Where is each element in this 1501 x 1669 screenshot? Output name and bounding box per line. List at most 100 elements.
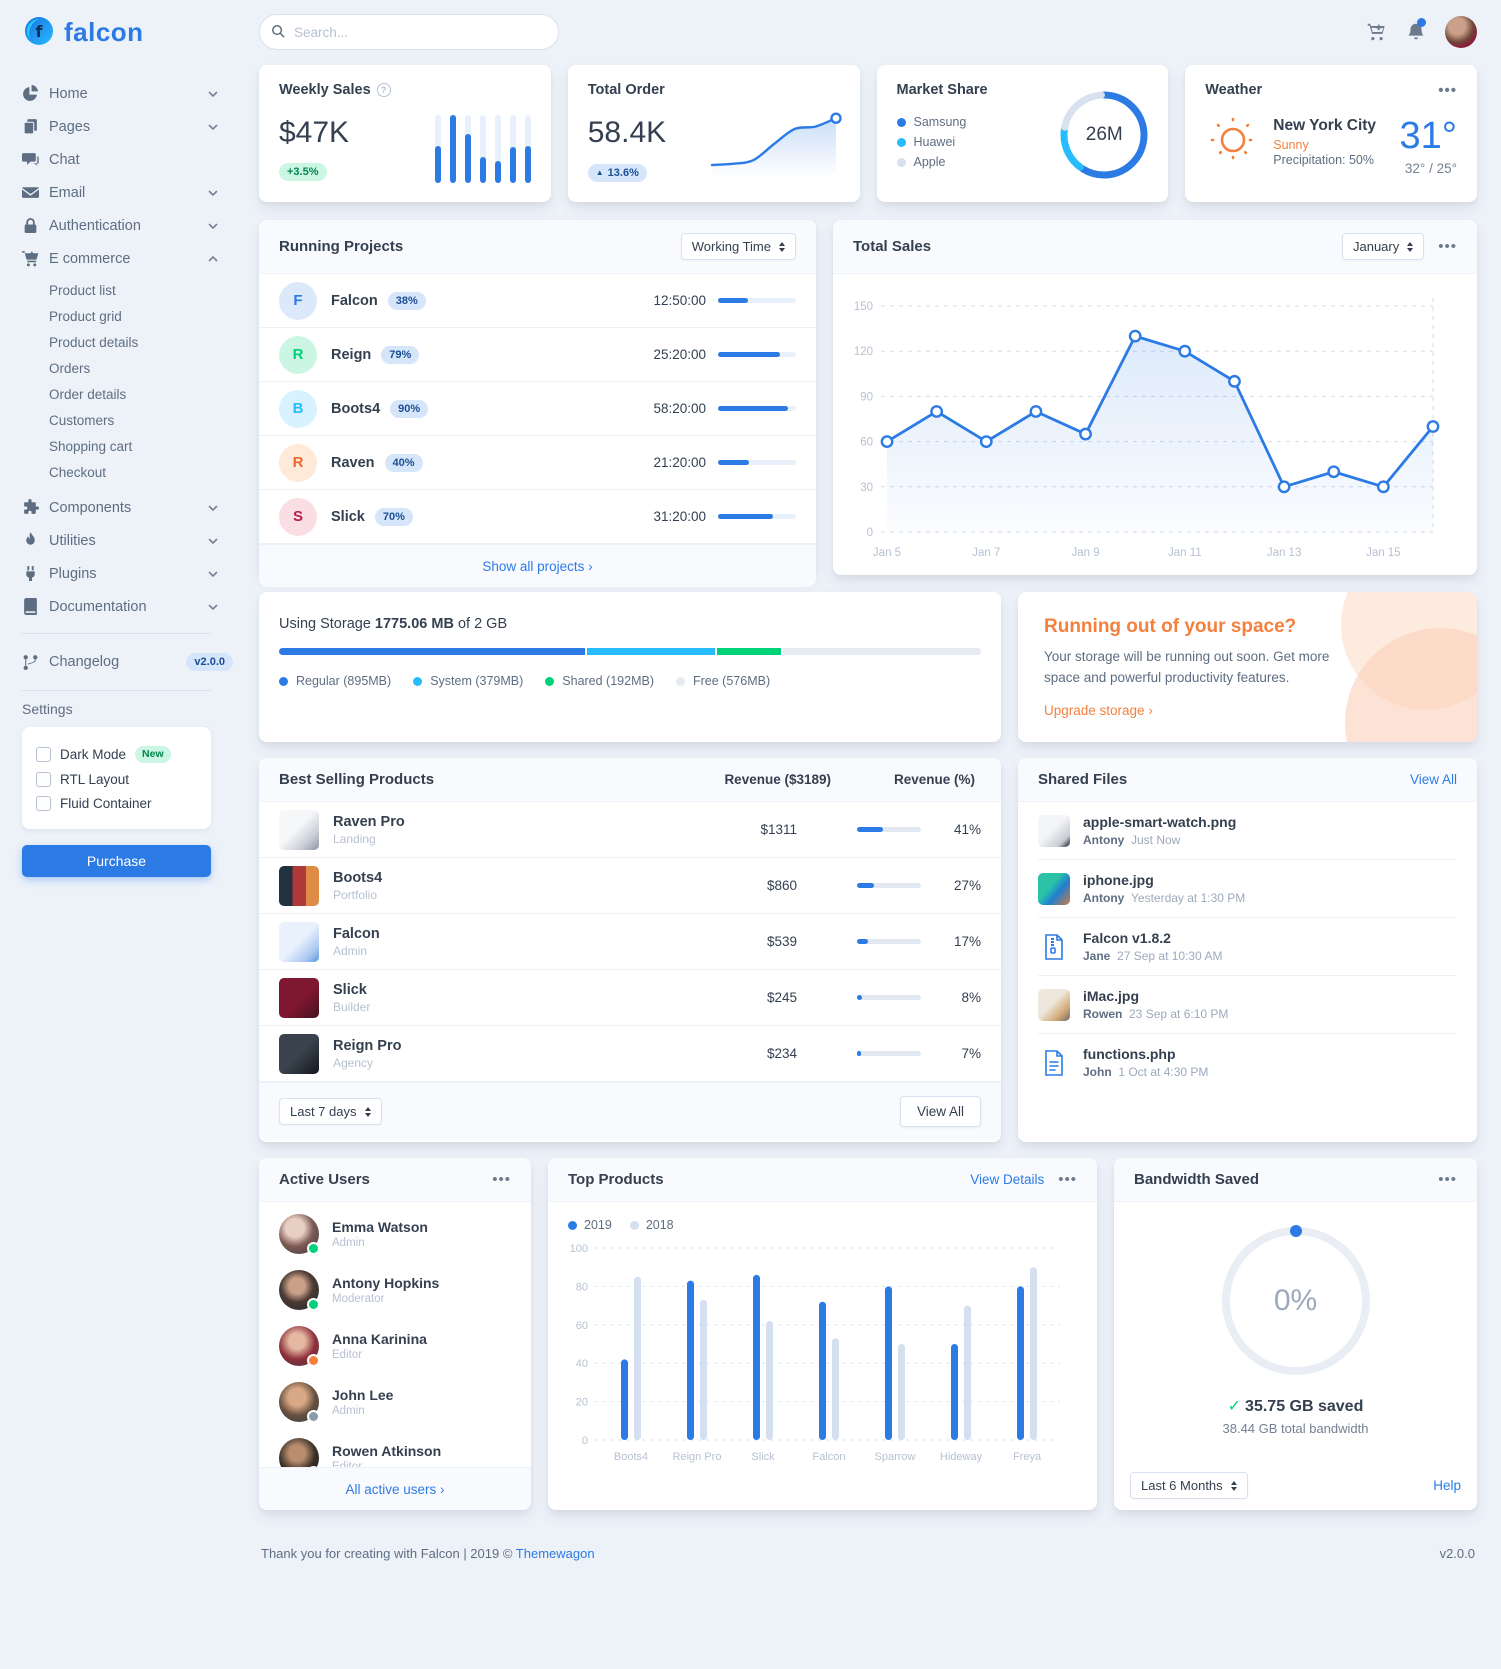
checkbox[interactable] [36,771,51,787]
sidebar-submenu: Product list Product grid Product details O… [22,275,233,491]
file-name-link[interactable]: functions.php [1083,1046,1176,1062]
active-users-menu-icon[interactable]: ••• [492,1171,511,1188]
project-name-link[interactable]: Falcon [331,292,378,309]
user-avatar[interactable] [279,1270,320,1311]
project-name-link[interactable]: Reign [331,346,372,363]
sidebar-subitem-checkout[interactable]: Checkout [49,464,107,480]
sidebar-item-home[interactable]: Home [22,77,233,110]
user-avatar[interactable] [279,1382,320,1423]
project-name-link[interactable]: Boots4 [331,400,381,417]
user-avatar[interactable] [279,1326,320,1367]
sidebar-item-changelog[interactable]: Changelog v2.0.0 [22,644,233,680]
setting-dark-mode[interactable]: Dark Mode New [36,741,197,767]
sidebar-subitem-product-details[interactable]: Product details [49,334,139,350]
weekly-bar [509,115,516,183]
weekly-sales-title: Weekly Sales ? [279,82,531,98]
sidebar-subitem-product-list[interactable]: Product list [49,282,116,298]
themewagon-link[interactable]: Themewagon [515,1546,595,1561]
user-name-link[interactable]: Antony Hopkins [332,1275,440,1291]
setting-fluid-container[interactable]: Fluid Container [36,791,197,815]
project-name-link[interactable]: Raven [331,454,375,471]
sidebar-item-authentication[interactable]: Authentication [22,209,233,242]
user-name-link[interactable]: Anna Karinina [332,1331,427,1347]
product-row: Reign Pro Agency $234 7% [259,1026,1001,1082]
upgrade-storage-link[interactable]: Upgrade storage › [1044,702,1153,718]
active-user-row: Emma Watson Admin [279,1206,511,1262]
sidebar-item-pages[interactable]: Pages [22,110,233,143]
sidebar-subitem-shopping-cart[interactable]: Shopping cart [49,438,133,454]
file-name-link[interactable]: iMac.jpg [1083,988,1140,1004]
weather-menu-icon[interactable]: ••• [1438,81,1457,99]
notifications-bell-icon[interactable] [1405,18,1427,43]
sidebar-subitem-orders[interactable]: Orders [49,360,91,376]
file-meta: Antony Yesterday at 1:30 PM [1083,891,1246,905]
product-name-link[interactable]: Boots4 [333,869,383,886]
stats-row: Weekly Sales ? $47K +3.5% Total Order 58… [259,65,1477,202]
footer-version: v2.0.0 [1439,1546,1475,1561]
project-time: 12:50:00 [653,293,706,308]
product-name-link[interactable]: Falcon [333,925,380,942]
legend-item[interactable]: 2019 [568,1218,612,1232]
user-avatar[interactable] [1445,16,1477,48]
sidebar-item-e-commerce[interactable]: E commerce [22,242,233,275]
sidebar-item-chat[interactable]: Chat [22,143,233,176]
brand[interactable]: f falcon [22,14,233,51]
legend-item[interactable]: 2018 [629,1218,674,1232]
sidebar-item-components[interactable]: Components [22,491,233,524]
product-thumbnail [279,977,319,1018]
sidebar-subitem-product-grid[interactable]: Product grid [49,308,122,324]
envelope-icon [22,184,39,201]
project-progress-bar [718,514,796,519]
help-link[interactable]: Help [1433,1478,1461,1493]
product-name-link[interactable]: Reign Pro [333,1037,402,1054]
changelog-label: Changelog [49,654,120,670]
sidebar-subitem-order-details[interactable]: Order details [49,386,127,402]
file-name-link[interactable]: apple-smart-watch.png [1083,814,1237,830]
chevron-down-icon [207,601,219,613]
last-6-months-select[interactable]: Last 6 Months [1130,1472,1248,1499]
user-name-link[interactable]: Rowen Atkinson [332,1443,442,1459]
checkbox[interactable] [36,746,51,762]
product-name-link[interactable]: Raven Pro [333,813,405,830]
working-time-select[interactable]: Working Time [680,233,796,260]
user-name-link[interactable]: Emma Watson [332,1219,428,1235]
setting-rtl-layout[interactable]: RTL Layout [36,767,197,791]
sidebar-item-email[interactable]: Email [22,176,233,209]
last-7-days-select[interactable]: Last 7 days [279,1098,382,1125]
market-share-title: Market Share [896,82,988,98]
view-details-link[interactable]: View Details [970,1172,1045,1187]
file-name-link[interactable]: Falcon v1.8.2 [1083,930,1171,946]
sidebar-item-plugins[interactable]: Plugins [22,557,233,590]
sidebar-item-utilities[interactable]: Utilities [22,524,233,557]
code-file-icon [1038,1047,1070,1079]
user-name-link[interactable]: John Lee [332,1387,394,1403]
shared-files-view-all-link[interactable]: View All [1409,772,1457,787]
total-order-spark-chart [704,101,844,182]
active-users-card: Active Users ••• Emma Watson Admin Anton… [259,1158,531,1510]
purchase-button[interactable]: Purchase [22,845,211,877]
notification-dot [1417,18,1426,27]
file-name-link[interactable]: iphone.jpg [1083,872,1154,888]
cart-icon[interactable] [1365,21,1387,43]
shared-files-list: apple-smart-watch.png Antony Just Now iph… [1018,802,1477,1091]
all-active-users-link[interactable]: All active users › [345,1481,445,1497]
top-products-menu-icon[interactable]: ••• [1058,1171,1077,1188]
checkbox[interactable] [36,795,51,811]
sidebar-subitem-customers[interactable]: Customers [49,412,115,428]
product-thumbnail [279,921,319,962]
product-price: $860 [766,878,797,893]
show-all-projects-link[interactable]: Show all projects › [482,558,593,574]
bandwidth-menu-icon[interactable]: ••• [1438,1171,1457,1188]
month-select[interactable]: January [1341,233,1425,260]
weekly-sales-bar-chart [434,115,531,183]
project-name-link[interactable]: Slick [331,508,365,525]
product-name-link[interactable]: Slick [333,981,367,998]
view-all-button[interactable]: View All [899,1096,981,1127]
user-avatar[interactable] [279,1214,320,1255]
best-selling-footer: Last 7 days View All [259,1082,1001,1140]
sidebar-item-documentation[interactable]: Documentation [22,590,233,623]
legend-item: Apple [896,152,1149,172]
help-circle-icon[interactable]: ? [376,83,391,97]
total-sales-menu-icon[interactable]: ••• [1438,238,1457,255]
search-input[interactable] [259,14,559,50]
